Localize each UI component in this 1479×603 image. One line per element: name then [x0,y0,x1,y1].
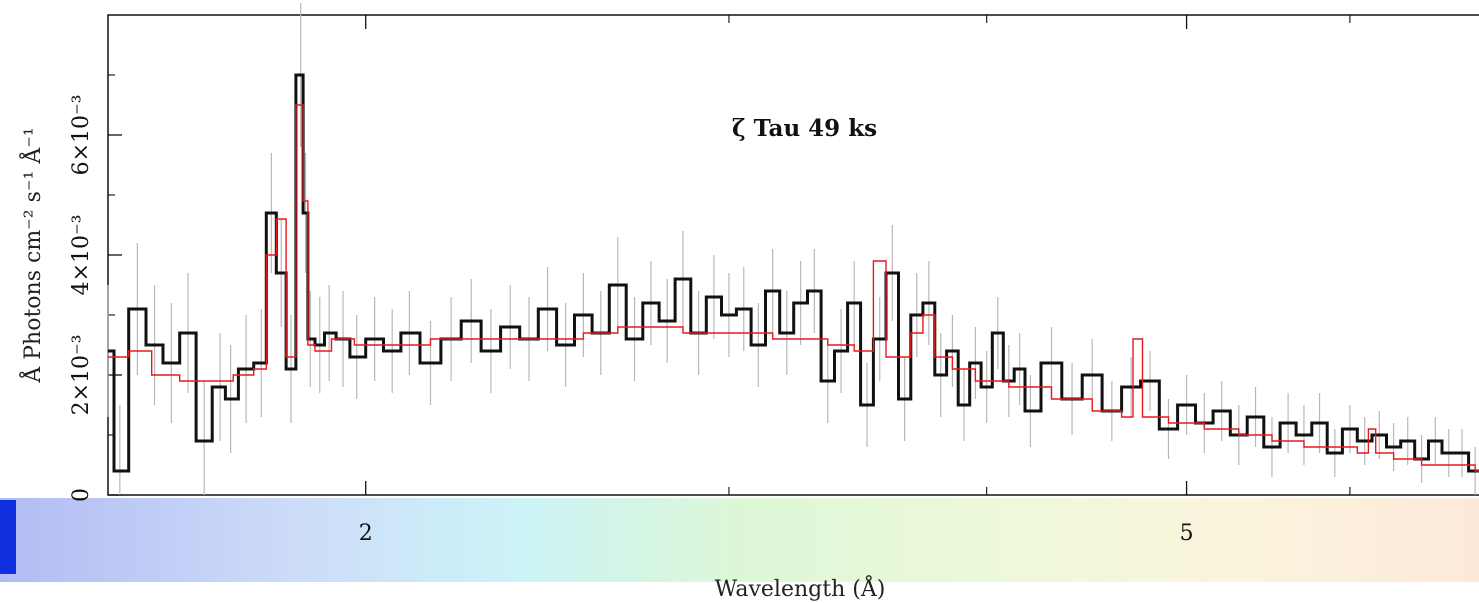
y-axis-ticks: 0 2×10⁻³ 4×10⁻³ 6×10⁻³ [69,74,122,502]
y-tick-label: 0 [69,488,94,502]
data-series-line [108,73,1479,473]
y-tick-label: 2×10⁻³ [69,335,94,416]
spectrum-band-decoration [0,498,1479,582]
x-axis-label: Wavelength (Å) [715,574,886,602]
y-tick-label: 6×10⁻³ [69,95,94,176]
model-series-line [108,104,1479,472]
spectrum-band-blue-end [0,500,16,574]
x-tick-label: 2 [359,521,373,546]
plot-frame [107,14,1479,496]
error-bars [107,3,1476,495]
x-tick-label: 5 [1180,521,1194,546]
y-axis-label: Å Photons cm⁻² s⁻¹ Å⁻¹ [18,127,46,383]
y-tick-label: 4×10⁻³ [69,215,94,296]
chart-annotation: ζ Tau 49 ks [732,115,877,142]
series-layer [108,73,1479,473]
spectrum-band [0,498,1479,582]
